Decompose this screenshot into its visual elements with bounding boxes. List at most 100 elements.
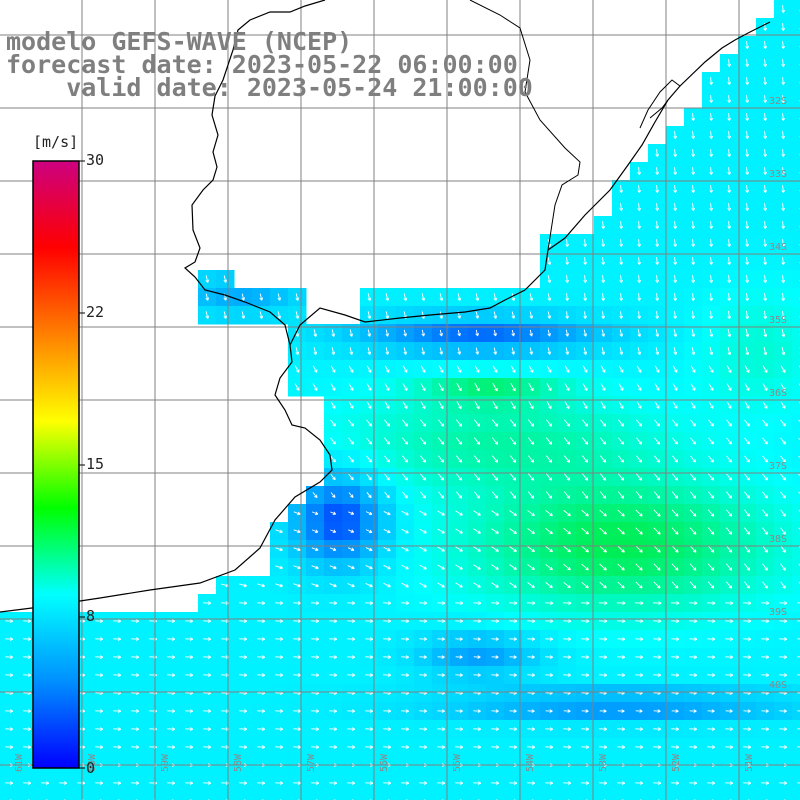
wind-arrow [619,221,623,230]
wind-arrow [456,437,463,445]
wind-arrow [634,619,644,623]
wind-arrow [491,673,499,677]
wind-arrow [383,781,392,785]
wind-arrow [780,419,786,427]
wind-arrow [473,745,482,749]
wind-arrow [293,529,301,534]
wind-arrow [763,185,767,194]
wind-arrow [636,383,642,391]
wind-arrow [203,619,212,623]
wind-arrow [635,727,643,731]
wind-arrow [455,564,463,570]
wind-arrow [475,329,479,337]
wind-arrow [673,293,677,302]
wind-arrow [347,709,356,713]
wind-arrow [419,709,427,713]
wind-arrow [527,727,536,731]
wind-arrow [529,347,534,355]
wind-arrow [727,329,732,338]
wind-arrow [743,619,752,623]
wind-arrow [636,365,642,373]
wind-arrow [743,655,752,659]
wind-arrow [277,311,282,319]
speed-cell [792,450,800,469]
wind-arrow [673,185,677,194]
speed-cell [324,792,343,800]
speed-cell [792,252,800,271]
wind-arrow [384,401,390,409]
longitude-labels: 61W 60W 59W 58W 57W 56W 55W 54W 53W 52W 51W [14,753,755,772]
wind-arrow [563,563,571,571]
wind-arrow [492,455,499,463]
wind-arrow [655,293,659,302]
wind-arrow [545,619,554,623]
wind-arrow [637,203,641,212]
wind-arrow [564,419,571,427]
wind-arrow [637,311,641,320]
colorbar-tick-15: 15 [86,455,105,473]
wind-arrow [562,619,572,623]
wind-arrow [473,619,482,623]
wind-arrow [491,727,500,731]
wind-arrow [725,545,733,553]
wind-arrow [131,745,140,749]
wind-arrow [581,563,589,571]
wind-arrow [330,419,336,427]
wind-arrow [797,746,800,748]
wind-arrow [600,401,606,409]
wind-arrow [401,781,410,785]
wind-arrow [745,113,749,122]
wind-arrow [601,329,606,337]
wind-arrow [762,545,768,553]
wind-arrow [637,347,642,355]
wind-arrow [546,401,552,409]
wind-arrow [293,583,301,588]
wind-arrow [437,510,445,516]
wind-arrow [420,473,426,481]
wind-arrow [311,547,319,552]
wind-arrow [438,473,444,481]
speed-cell [792,558,800,577]
wind-arrow [311,727,320,731]
wind-arrow [275,619,284,623]
wind-arrow [527,637,535,641]
wind-arrow [673,239,677,248]
wind-arrow [599,673,608,677]
wind-arrow [726,419,732,427]
wind-arrow [419,601,428,605]
wind-arrow [491,564,499,570]
wind-arrow [546,365,552,373]
wind-arrow [385,293,390,302]
speed-cell [792,54,800,73]
wind-arrow [581,509,589,517]
speed-cell [666,792,685,800]
wind-arrow [420,455,427,463]
wind-arrow [670,601,680,605]
speed-cell [162,792,181,800]
wind-arrow [689,655,698,659]
wind-arrow [653,509,661,517]
wind-arrow [598,601,608,605]
wind-arrow [781,5,785,14]
wind-arrow [780,491,786,499]
wind-arrow [330,437,336,445]
wind-arrow [456,491,462,499]
speed-cell [792,576,800,595]
wind-arrow [672,455,678,463]
wind-arrow [365,655,374,659]
wind-arrow [239,727,248,731]
wind-arrow [562,601,572,605]
wind-arrow [5,709,14,713]
wind-arrow [762,401,768,409]
wind-arrow [257,745,266,749]
wind-arrow [203,781,212,785]
model-title: modelo GEFS-WAVE (NCEP) [6,27,353,56]
wind-arrow [689,581,697,589]
wind-arrow [294,365,300,373]
wind-arrow [311,583,319,588]
wind-arrow [365,565,373,570]
wind-arrow [167,781,176,785]
wind-arrow [689,673,698,677]
speed-cell [252,792,271,800]
